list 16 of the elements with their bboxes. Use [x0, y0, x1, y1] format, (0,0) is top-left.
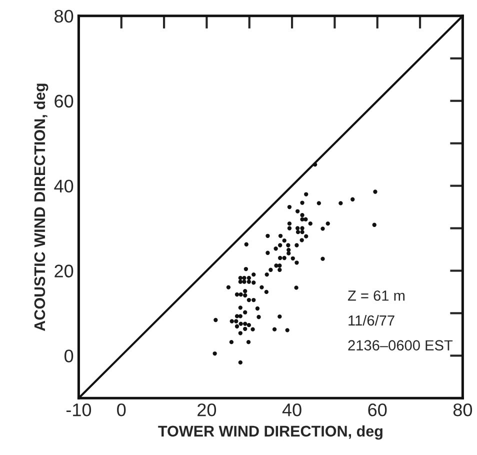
annotation: Z = 61 m: [348, 290, 404, 301]
y-tick-label: 60: [54, 94, 74, 108]
annotation: 11/6/77: [348, 314, 394, 326]
x-tick-label: 20: [198, 403, 216, 416]
x-tick-label: 80: [453, 403, 472, 416]
x-axis-title: TOWER WIND DIRECTION, deg: [158, 425, 382, 440]
x-tick-label: 0: [117, 403, 126, 416]
x-tick-label: 40: [282, 403, 302, 416]
y-tick-label: 40: [54, 180, 74, 193]
y-axis-title: ACOUSTIC WIND DIRECTION, deg: [34, 84, 48, 331]
annotation: 2136–0600 EST: [348, 340, 453, 350]
y-tick-label: 0: [64, 350, 74, 362]
x-tick-label: 60: [368, 403, 387, 416]
y-tick-label: 80: [54, 10, 74, 23]
y-tick-label: 20: [54, 264, 74, 278]
x-tick-label: -10: [66, 403, 92, 416]
